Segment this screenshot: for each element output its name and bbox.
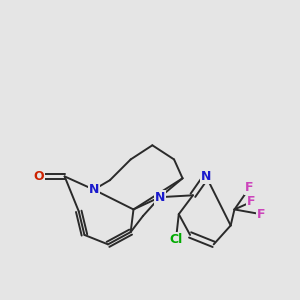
Text: F: F [245,181,254,194]
Text: N: N [201,170,211,183]
Text: N: N [89,183,99,196]
Text: N: N [155,191,165,204]
Text: F: F [247,195,256,208]
Text: F: F [256,208,265,221]
Text: Cl: Cl [169,233,183,246]
Text: O: O [34,170,44,183]
